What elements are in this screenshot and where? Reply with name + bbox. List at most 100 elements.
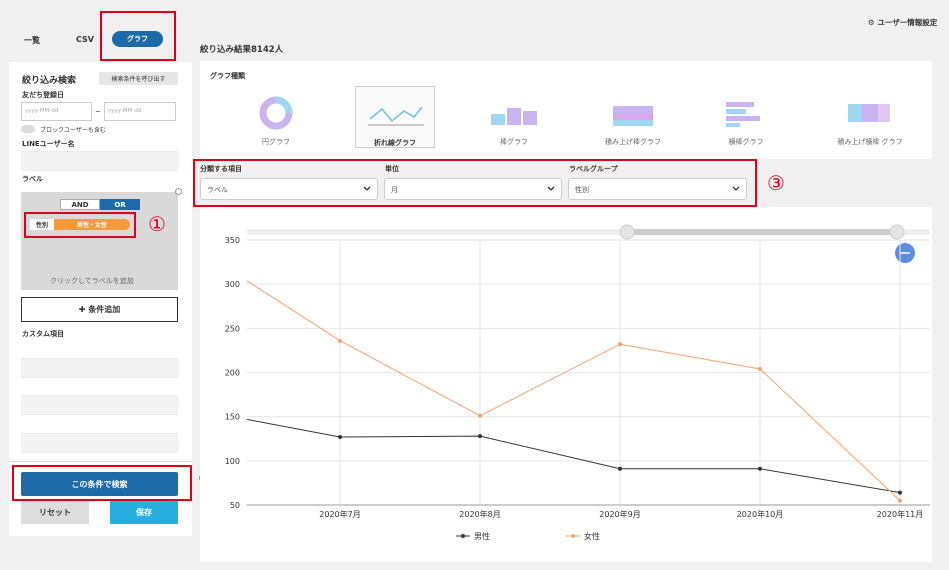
icon <box>259 96 293 130</box>
recall-button[interactable]: 検索条件を呼び出す <box>99 72 178 85</box>
icon <box>491 108 537 125</box>
type-label: 棒グラフ <box>500 138 528 146</box>
y-tick-label: 200 <box>225 369 240 378</box>
selector[interactable]: 月 <box>384 178 562 200</box>
type-label: 折れ線グラフ <box>374 139 416 147</box>
sidebar-title: 絞り込み検索 <box>22 76 77 86</box>
selector-value: ラベル <box>207 186 228 194</box>
add-label[interactable]: クリックしてラベルを追加 <box>50 277 134 285</box>
add-condition-text: 条件追加 <box>88 305 121 314</box>
selector[interactable]: ラベル <box>200 178 378 200</box>
zoom-handle[interactable] <box>619 224 635 240</box>
point <box>338 338 342 343</box>
point <box>898 498 902 503</box>
type-label: 積み上げ棒グラフ <box>605 138 661 146</box>
and-button[interactable]: AND <box>60 199 100 210</box>
point <box>338 434 342 439</box>
line-name-input[interactable] <box>21 151 178 171</box>
graph-type-panel <box>200 61 932 159</box>
zoom-handle[interactable] <box>889 224 905 240</box>
y-tick-label: 250 <box>225 324 240 333</box>
date-sep: ~ <box>95 108 101 116</box>
highlight <box>100 11 176 61</box>
point <box>618 342 622 347</box>
legend-label: 女性 <box>584 531 600 541</box>
custom-input[interactable] <box>21 433 178 453</box>
line <box>247 418 901 494</box>
y-tick-label: 300 <box>225 280 240 289</box>
x-tick-label: 2020年9月 <box>599 509 640 519</box>
or-button[interactable]: OR <box>100 199 140 210</box>
selector-label: ラベルグループ <box>569 165 618 173</box>
type-card[interactable]: 円グラフ <box>236 86 316 148</box>
point <box>618 466 622 471</box>
toggle[interactable] <box>21 125 35 133</box>
search-button[interactable]: この条件で検索 <box>21 472 178 496</box>
highlight <box>24 212 136 238</box>
icon <box>726 102 760 127</box>
custom-input[interactable] <box>21 358 178 378</box>
selector-value: 性別 <box>575 186 589 194</box>
tab-csv[interactable]: CSV <box>76 35 94 44</box>
x-tick-label: 2020年8月 <box>459 509 500 519</box>
legend-dot <box>571 534 575 538</box>
reset-button[interactable]: リセット <box>21 501 89 524</box>
type-card[interactable]: 棒グラフ <box>474 86 554 148</box>
y-tick-label: 50 <box>230 501 240 510</box>
y-tick-label: 150 <box>225 413 240 422</box>
date-label: 友だち登録日 <box>22 91 64 99</box>
custom-label: カスタム項目 <box>22 330 64 338</box>
selector-label: 分類する項目 <box>200 165 242 173</box>
icon <box>613 106 653 126</box>
legend-dot <box>461 534 465 538</box>
chart: 50 100 150 200 250 300 350 2020年7月 2020年8月 2020年9… <box>200 207 932 562</box>
point <box>478 434 482 439</box>
point <box>758 366 762 371</box>
plot <box>200 249 902 503</box>
result-count: 絞り込み結果8142人 <box>200 45 284 55</box>
type-card[interactable]: 横棒グラフ <box>706 86 786 148</box>
chevron <box>363 186 371 191</box>
date-from[interactable]: yyyy-MM-dd <box>21 102 92 121</box>
label-label: ラベル <box>22 175 43 183</box>
x-tick-label: 2020年7月 <box>319 509 360 519</box>
x-tick-label: 2020年10月 <box>737 509 784 519</box>
type-label: 円グラフ <box>262 138 290 146</box>
line-name-label: LINEユーザー名 <box>22 140 75 148</box>
highlight <box>12 465 192 501</box>
point <box>478 413 482 418</box>
line <box>247 280 901 501</box>
selector-value: 月 <box>391 186 398 194</box>
toggle-label: ブロックユーザーも含む <box>40 127 106 134</box>
type-card[interactable]: 折れ線グラフ <box>355 86 435 148</box>
chevron <box>732 186 740 191</box>
type-label: 横棒グラフ <box>728 138 764 146</box>
close-icon[interactable] <box>175 188 182 195</box>
selector[interactable]: 性別 <box>568 178 747 200</box>
zoom-range[interactable] <box>627 229 897 235</box>
type-label: 積み上げ横棒 グラフ <box>837 138 903 146</box>
save-button[interactable]: 保存 <box>110 501 178 524</box>
chevron <box>547 186 555 191</box>
settings-text: ユーザー情報設定 <box>877 18 938 27</box>
custom-input[interactable] <box>21 395 178 415</box>
graph-type-title: グラフ種類 <box>210 72 245 80</box>
chip-key: 性別 <box>30 219 54 230</box>
point <box>200 408 202 412</box>
add-condition[interactable]: ✚ 条件追加 <box>21 297 178 322</box>
point <box>200 249 202 253</box>
settings-link[interactable]: ⚙ ユーザー情報設定 <box>868 18 938 27</box>
type-card[interactable]: 積み上げ棒グラフ <box>593 86 673 148</box>
type-card[interactable]: 積み上げ横棒 グラフ <box>830 86 910 148</box>
date-to[interactable]: yyyy-MM-dd <box>104 102 176 121</box>
icon <box>368 106 424 126</box>
icon <box>848 104 890 122</box>
tab-list[interactable]: 一覧 <box>24 36 40 45</box>
chip-value[interactable]: 男性・女性 <box>54 219 130 230</box>
tab-graph[interactable]: グラフ <box>112 31 163 47</box>
annotation: ① <box>148 212 166 236</box>
point <box>898 490 902 495</box>
selector-label: 単位 <box>385 165 399 173</box>
annotation: ③ <box>767 171 785 195</box>
